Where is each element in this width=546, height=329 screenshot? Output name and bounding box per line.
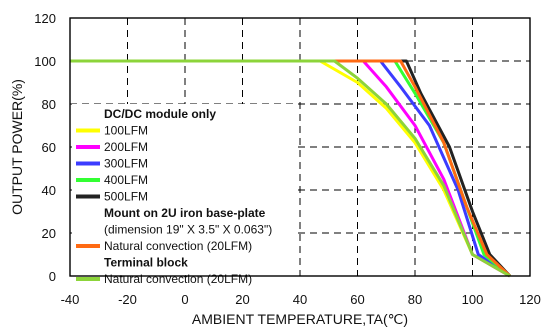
y-axis-label: OUTPUT POWER(%) [9,79,25,215]
y-tick-label: 80 [42,97,56,112]
y-tick-label: 20 [42,226,56,241]
series-line-4 [70,59,511,278]
y-tick-label: 60 [42,140,56,155]
legend-entry: Natural convection (20LFM) [104,239,252,253]
x-tick-label: 40 [293,292,307,307]
legend-entry: 200LFM [104,140,148,154]
legend-background [72,104,298,292]
x-tick-label: 60 [350,292,364,307]
legend-group-heading: Mount on 2U iron base-plate [104,206,266,220]
legend-entry: 400LFM [104,173,148,187]
x-tick-labels: -40 -20 0 20 40 60 80 100 120 [61,292,541,307]
legend: DC/DC module only 100LFM 200LFM 300LFM 400LF… [76,107,272,286]
y-tick-label: 40 [42,183,56,198]
series-line-6 [70,59,511,278]
x-tick-label: 80 [408,292,422,307]
y-tick-label: 0 [49,269,56,284]
y-tick-labels: 0 20 40 60 80 100 120 [34,11,56,284]
legend-entry: 300LFM [104,157,148,171]
series-layer [70,59,511,278]
y-tick-label: 100 [34,54,56,69]
x-tick-label: 120 [519,292,541,307]
legend-group-heading: Terminal block [104,256,188,270]
legend-entry: 100LFM [104,124,148,138]
x-tick-label: -40 [61,292,80,307]
x-axis-label: AMBIENT TEMPERATURE,TA(℃) [192,311,408,327]
x-tick-label: 0 [181,292,188,307]
legend-group-note: (dimension 19" X 3.5" X 0.063") [104,223,272,237]
legend-entry: 500LFM [104,190,148,204]
x-tick-label: 100 [462,292,484,307]
legend-entry: Natural convection (20LFM) [104,272,252,286]
plot-frame [69,17,531,277]
y-tick-label: 120 [34,11,56,26]
legend-group-heading: DC/DC module only [104,107,216,121]
series-line-5 [70,59,511,278]
x-tick-label: -20 [118,292,137,307]
x-tick-label: 20 [235,292,249,307]
